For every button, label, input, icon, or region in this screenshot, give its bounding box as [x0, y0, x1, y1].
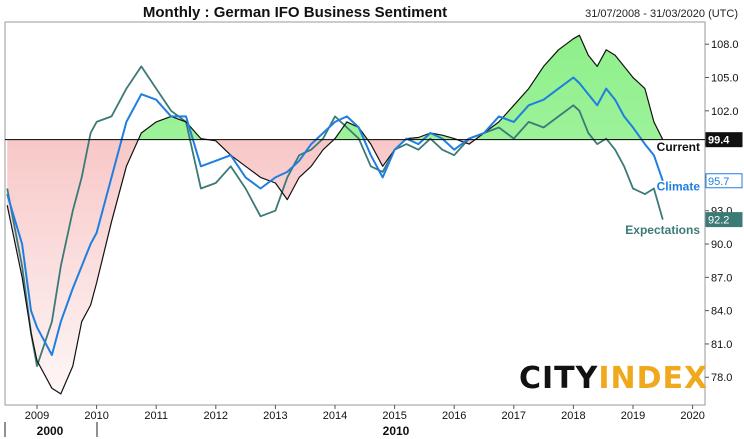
date-range: 31/07/2008 - 31/03/2020 (UTC) [585, 8, 738, 20]
fill-above-reference [138, 35, 663, 140]
series-line-climate [6, 76, 664, 356]
last-value-box-current [705, 132, 743, 148]
fill-below-reference [7, 139, 663, 394]
x-tick-label-11: 2020 [680, 410, 704, 422]
x-tick-label-10: 2019 [621, 410, 645, 422]
last-value-box-expectations [705, 212, 743, 228]
x-tick-label-8: 2017 [502, 410, 526, 422]
series-line-expectations [6, 65, 664, 368]
plot-frame [4, 21, 706, 406]
series-name-expectations: Expectations [625, 223, 700, 237]
series-name-current: Current [657, 140, 700, 154]
major-x-label-0: 2000 [37, 424, 64, 438]
y-tick-label-9: 81.0 [711, 339, 732, 351]
x-tick-label-6: 2015 [382, 410, 406, 422]
x-tick-label-5: 2014 [323, 410, 347, 422]
series-lines [6, 34, 664, 395]
y-tick-label-1: 105.0 [711, 73, 739, 85]
x-tick-label-3: 2012 [204, 410, 228, 422]
cityindex-logo: CITYINDEX [519, 364, 708, 394]
y-tick-label-10: 78.0 [711, 372, 732, 384]
x-tick-label-4: 2013 [263, 410, 287, 422]
series-line-current [6, 34, 664, 395]
logo-part1: CITY [519, 361, 599, 396]
y-tick-label-8: 84.0 [711, 306, 732, 318]
axes: 108.0105.0102.096.093.090.087.084.081.07… [4, 21, 739, 438]
y-tick-label-0: 108.0 [711, 39, 739, 51]
last-value-label-expectations: 92.2 [708, 215, 729, 227]
x-tick-label-2: 2011 [144, 410, 168, 422]
last-value-box-climate [705, 173, 743, 189]
series-name-climate: Climate [657, 180, 701, 194]
x-tick-label-1: 2010 [84, 410, 108, 422]
x-tick-label-0: 2009 [25, 410, 49, 422]
x-tick-label-9: 2018 [561, 410, 585, 422]
y-tick-label-2: 102.0 [711, 106, 739, 118]
y-tick-label-6: 90.0 [711, 239, 732, 251]
last-value-label-climate: 95.7 [708, 176, 729, 188]
major-x-label-1: 2010 [383, 424, 410, 438]
logo-part2: INDEX [598, 361, 709, 396]
value-labels: 99.4 95.7 92.2 Current Climate Expectations [625, 132, 743, 237]
chart-title: Monthly : German IFO Business Sentiment [142, 4, 448, 21]
fill-regions [7, 35, 663, 394]
y-tick-label-7: 87.0 [711, 272, 732, 284]
last-value-label-current: 99.4 [708, 135, 730, 147]
x-tick-label-7: 2016 [442, 410, 466, 422]
